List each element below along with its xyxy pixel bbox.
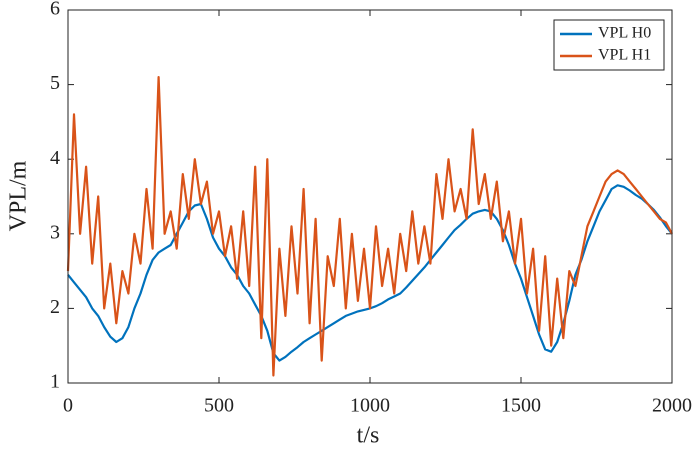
legend-label: VPL H1 bbox=[598, 47, 651, 64]
y-axis-title: VPL/m bbox=[6, 160, 32, 231]
y-tick-label: 6 bbox=[50, 0, 60, 20]
x-tick-label: 1500 bbox=[501, 395, 541, 417]
y-tick-label: 2 bbox=[50, 296, 60, 318]
series-line bbox=[67, 184, 673, 362]
legend-label: VPL H0 bbox=[598, 25, 651, 42]
axes-box bbox=[67, 9, 673, 384]
y-tick-label: 5 bbox=[50, 72, 60, 94]
x-tick-label: 2000 bbox=[652, 395, 692, 417]
y-tick-label: 4 bbox=[50, 147, 60, 169]
x-tick-label: 1000 bbox=[350, 395, 390, 417]
y-tick-label: 3 bbox=[50, 221, 60, 243]
x-axis-title: t/s bbox=[357, 423, 380, 449]
y-tick-label: 1 bbox=[50, 371, 60, 393]
legend-box bbox=[553, 19, 665, 71]
x-tick-label: 500 bbox=[204, 395, 234, 417]
series-line bbox=[66, 75, 673, 377]
x-tick-label: 0 bbox=[63, 395, 73, 417]
